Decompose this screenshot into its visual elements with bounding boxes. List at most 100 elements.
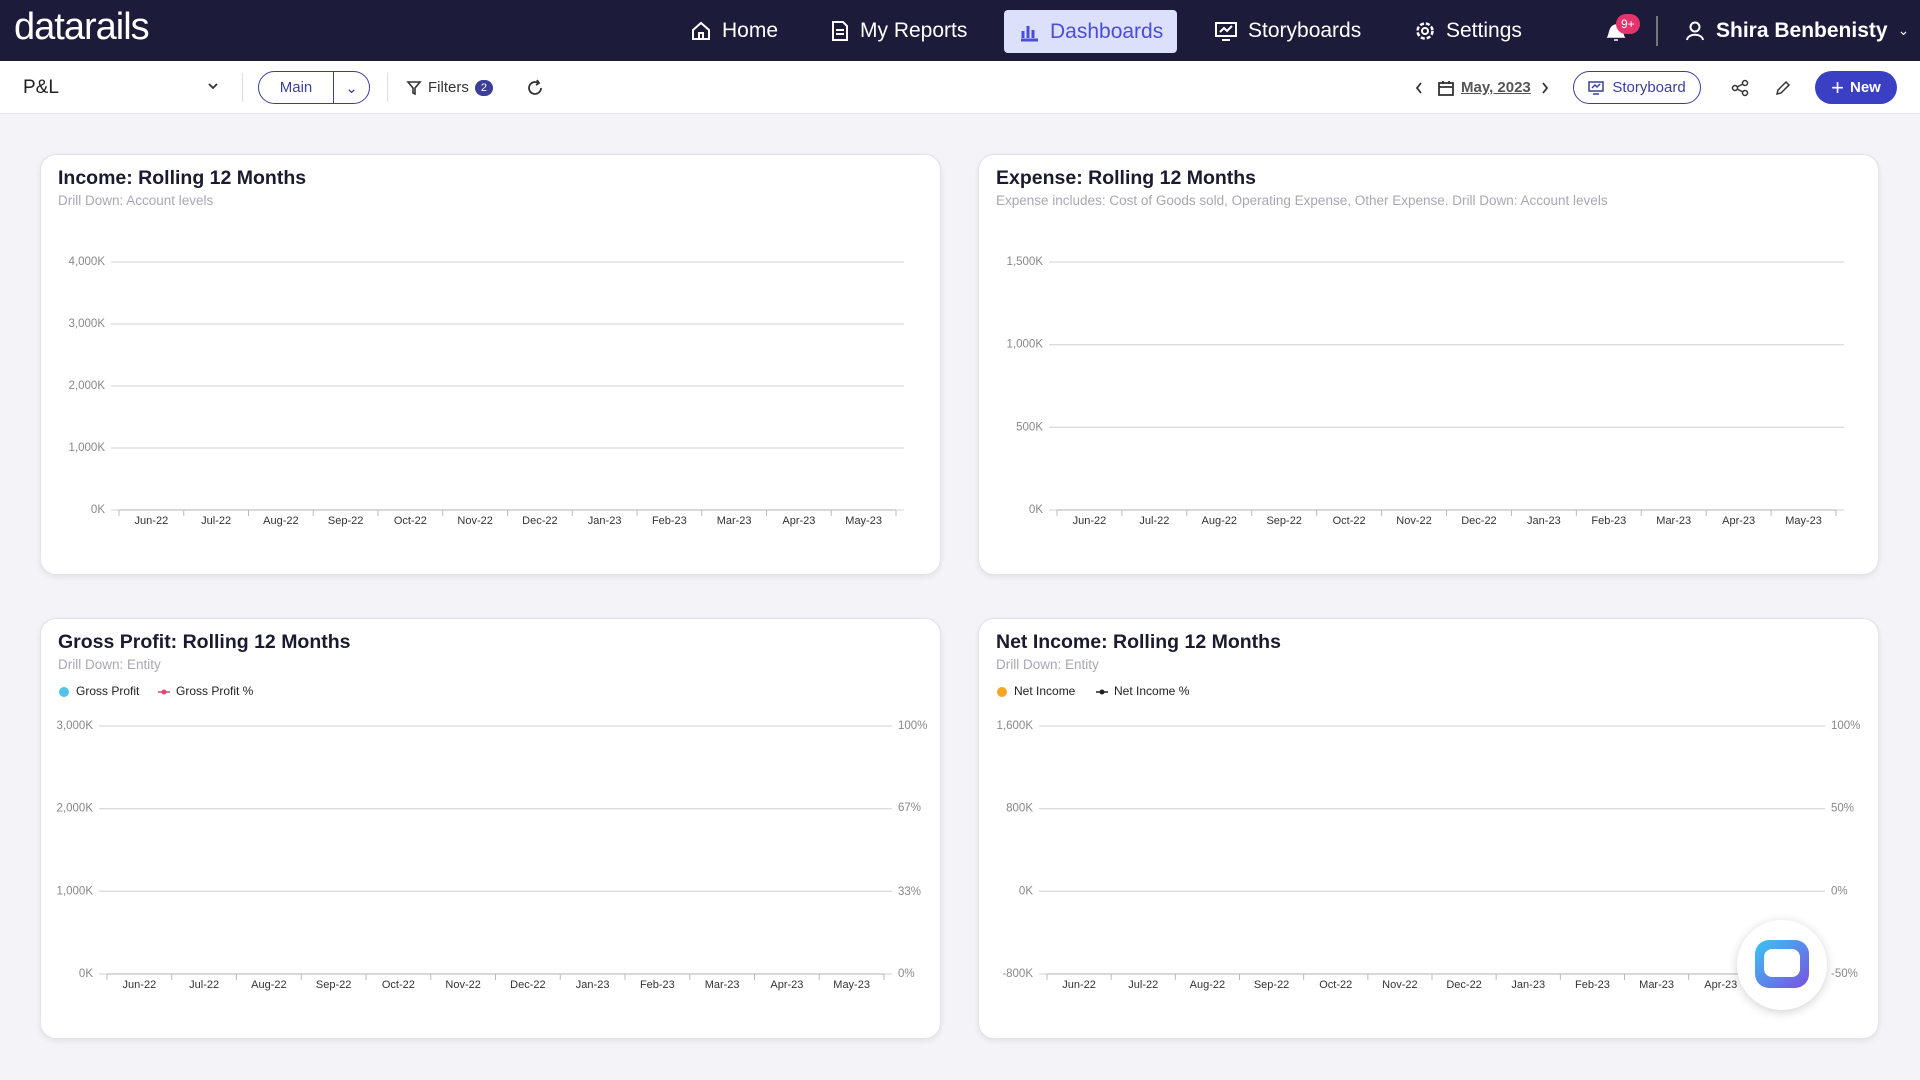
x-tick-label: Nov-22: [1382, 979, 1417, 991]
x-tick-label: Oct-22: [1333, 515, 1366, 527]
x-tick-label: Mar-23: [1639, 979, 1674, 991]
date-picker[interactable]: May, 2023: [1437, 61, 1531, 114]
x-tick-label: Jul-22: [1139, 515, 1169, 527]
x-tick-label: Jun-22: [1062, 979, 1096, 991]
x-tick-label: Jul-22: [189, 979, 219, 991]
edit[interactable]: [1774, 79, 1792, 97]
chart: 0K 500K 1,000K 1,500K Jun-22 Jul-22 Aug-22 Sep-…: [1007, 256, 1844, 527]
chart: 0K 1,000K 2,000K 3,000K 4,000K Jun-22 Jul-22 Au…: [69, 256, 904, 527]
y-tick-label: 1,000K: [57, 885, 94, 897]
x-tick-label: Dec-22: [522, 515, 557, 527]
icon: [1686, 21, 1704, 40]
chart-card: Income: Rolling 12 Months Drill Down: Acc…: [40, 154, 941, 575]
x-tick-label: Aug-22: [1190, 979, 1225, 991]
x-tick-label: Mar-23: [1656, 515, 1691, 527]
y2-tick-label: 33%: [898, 886, 921, 898]
chart-title: Income: Rolling 12 Months: [58, 167, 307, 189]
nav-label: Storyboards: [1248, 18, 1362, 42]
badge: 9+: [1616, 14, 1640, 34]
x-tick-label: Feb-23: [1575, 979, 1610, 991]
chart: 0K 1,000K 2,000K 3,000K 0% 33% 67% 100% Jun-22 Ju…: [57, 684, 928, 991]
chat-button[interactable]: [1737, 920, 1827, 1010]
filters[interactable]: Filters 2: [406, 61, 493, 114]
next[interactable]: [1540, 81, 1550, 95]
x-tick-label: Feb-23: [1591, 515, 1626, 527]
y-tick-label: -800K: [1002, 968, 1033, 980]
x-tick-label: Apr-23: [1722, 515, 1755, 527]
x-tick-label: Aug-22: [263, 515, 298, 527]
x-tick-label: Oct-22: [1319, 979, 1352, 991]
legend-dot: [1099, 689, 1105, 695]
legend-label: Gross Profit %: [176, 684, 254, 698]
refresh[interactable]: [526, 79, 544, 97]
y-tick-label: 3,000K: [69, 318, 106, 330]
nav-reports[interactable]: My Reports: [830, 0, 967, 61]
divider: [1656, 16, 1658, 46]
toolbar: P&L Main ⌄ Filters 2 May, 2023 Storyboard …: [0, 61, 1920, 114]
x-tick-label: May-23: [833, 979, 870, 991]
y-tick-label: 4,000K: [69, 256, 106, 268]
x-tick-label: Apr-23: [770, 979, 803, 991]
icon: [1416, 21, 1434, 40]
nav-label: Dashboards: [1050, 19, 1164, 43]
x-tick-label: Jun-22: [135, 515, 169, 527]
new-button[interactable]: + New: [1815, 71, 1897, 104]
storyboard-label: Storyboard: [1612, 79, 1686, 96]
y-tick-label: 3,000K: [57, 720, 94, 732]
icon: [1215, 21, 1237, 41]
y-tick-label: 0K: [1019, 885, 1033, 897]
y2-tick-label: 100%: [1831, 720, 1860, 732]
divider: [387, 73, 388, 102]
header: datarails Home My Reports Dashboards Sto…: [0, 0, 1920, 61]
share[interactable]: [1731, 79, 1749, 97]
legend-dot: [59, 687, 69, 697]
user-menu[interactable]: Shira Benbenisty ⌄: [1684, 0, 1909, 61]
y-tick-label: 0K: [1029, 504, 1043, 516]
plus: +: [1831, 74, 1844, 100]
x-tick-label: Jan-23: [1527, 515, 1561, 527]
x-tick-label: Aug-22: [1202, 515, 1237, 527]
y-tick-label: 1,500K: [1007, 256, 1044, 268]
x-tick-label: Apr-23: [1704, 979, 1737, 991]
x-tick-label: Dec-22: [1461, 515, 1496, 527]
view-select[interactable]: Main ⌄: [258, 71, 370, 104]
icon: [692, 21, 710, 40]
chart-card: Net Income: Rolling 12 Months Drill Down:…: [978, 618, 1879, 1039]
chevron: ⌄: [1897, 22, 1910, 38]
report-select[interactable]: P&L: [23, 76, 59, 98]
x-tick-label: Feb-23: [652, 515, 687, 527]
chart-card: Gross Profit: Rolling 12 Months Drill Dow…: [40, 618, 941, 1039]
logo[interactable]: datarails: [14, 6, 150, 48]
nav-settings[interactable]: Settings: [1414, 0, 1522, 61]
nav-home[interactable]: Home: [690, 0, 778, 61]
x-tick-label: Apr-23: [782, 515, 815, 527]
storyboard-button[interactable]: Storyboard: [1573, 71, 1701, 104]
chart-title: Expense: Rolling 12 Months: [996, 167, 1257, 189]
x-tick-label: Nov-22: [457, 515, 492, 527]
prev[interactable]: [1414, 81, 1424, 95]
x-tick-label: Nov-22: [445, 979, 480, 991]
new-label: New: [1850, 79, 1881, 96]
x-tick-label: May-23: [845, 515, 882, 527]
x-tick-label: Aug-22: [251, 979, 286, 991]
y2-tick-label: 0%: [898, 968, 915, 980]
x-tick-label: Sep-22: [1266, 515, 1301, 527]
icon: [1588, 80, 1605, 95]
icon: [1438, 80, 1454, 96]
legend-label: Gross Profit: [76, 684, 140, 698]
x-tick-label: Jul-22: [201, 515, 231, 527]
x-tick-label: Feb-23: [640, 979, 675, 991]
nav-label: Settings: [1446, 18, 1522, 42]
chart-title: Net Income: Rolling 12 Months: [996, 631, 1281, 653]
chart: -800K 0K 800K 1,600K -50% 0% 50% 100% Jun-22 Jul-…: [997, 684, 1861, 991]
nav-dashboards[interactable]: Dashboards: [1004, 10, 1178, 53]
chevron[interactable]: [207, 82, 219, 92]
legend-dot: [997, 687, 1007, 697]
x-tick-label: Sep-22: [328, 515, 363, 527]
x-tick-label: Sep-22: [1254, 979, 1289, 991]
nav-storyboards[interactable]: Storyboards: [1214, 0, 1361, 61]
x-tick-label: Jan-23: [576, 979, 610, 991]
y-tick-label: 0K: [79, 968, 93, 980]
legend-dot: [161, 689, 167, 695]
nav-label: Home: [722, 18, 779, 42]
